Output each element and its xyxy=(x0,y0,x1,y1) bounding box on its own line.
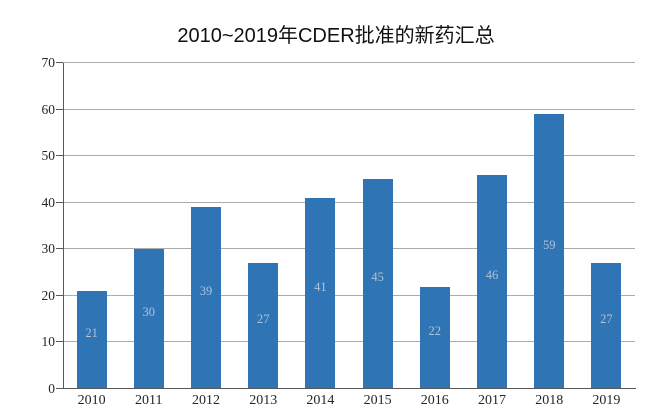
bar-value-label: 41 xyxy=(314,279,327,294)
bar-value-label: 59 xyxy=(542,237,556,252)
y-tick-mark xyxy=(56,388,63,389)
y-tick-mark xyxy=(56,341,63,343)
x-axis-tick-label: 2017 xyxy=(477,393,506,408)
bar-2015: 45 xyxy=(362,179,393,389)
y-axis-tick-label: 0 xyxy=(48,381,55,396)
x-axis-tick-label: 2013 xyxy=(249,393,278,408)
y-axis-tick-label: 50 xyxy=(41,148,56,164)
bar-2011: 30 xyxy=(133,249,164,389)
y-axis-tick-label: 70 xyxy=(41,55,56,70)
x-axis-tick-label: 2019 xyxy=(592,393,621,408)
bar-slot: 21 xyxy=(63,63,120,389)
bar-slot: 59 xyxy=(521,63,578,389)
y-tick-mark xyxy=(56,155,63,157)
y-tick-mark xyxy=(56,62,63,63)
x-axis-tick-label: 2014 xyxy=(306,393,335,408)
x-axis-tick-label: 2011 xyxy=(135,393,163,408)
bar-value-label: 27 xyxy=(256,312,270,327)
y-axis-spine xyxy=(63,63,64,389)
bar-slot: 30 xyxy=(120,63,177,389)
bar-2013: 27 xyxy=(248,263,279,389)
bar-value-label: 22 xyxy=(428,323,442,338)
y-tick-mark xyxy=(56,248,63,250)
y-axis-tick-label: 40 xyxy=(41,194,56,210)
gridline xyxy=(63,108,635,110)
y-tick-mark xyxy=(56,108,63,110)
y-axis-tick-label: 60 xyxy=(41,101,56,117)
x-axis-line xyxy=(63,388,636,389)
x-axis-tick-label: 2018 xyxy=(535,393,564,408)
chart-title: 2010~2019年CDER批准的新药汇总 xyxy=(177,25,495,47)
gridline xyxy=(63,155,635,157)
bar-value-label: 30 xyxy=(142,305,156,320)
gridline xyxy=(63,62,635,63)
bar-2014: 41 xyxy=(305,198,336,389)
bar-2016: 22 xyxy=(419,286,450,389)
x-axis-tick-label: 2015 xyxy=(363,393,392,408)
y-axis-tick-label: 30 xyxy=(41,241,56,257)
bar-2017: 46 xyxy=(476,174,507,389)
plot-area: 21 30 39 27 41 45 22 46 59 27 xyxy=(56,62,636,389)
y-axis-labels: 0 10 20 30 40 50 60 70 xyxy=(0,0,56,420)
bar-value-label: 45 xyxy=(371,270,384,285)
gridline xyxy=(63,201,635,203)
bar-value-label: 39 xyxy=(199,284,213,299)
bar-slot: 41 xyxy=(292,63,349,389)
y-axis-tick-label: 10 xyxy=(41,334,56,350)
bar-slot: 45 xyxy=(349,63,406,389)
y-tick-mark xyxy=(56,201,63,203)
bar-slot: 46 xyxy=(463,63,520,389)
bar-value-label: 46 xyxy=(485,267,499,282)
gridline xyxy=(63,294,635,296)
bar-value-label: 21 xyxy=(85,326,98,341)
bar-slot: 27 xyxy=(235,63,292,389)
y-tick-mark xyxy=(56,294,63,296)
bar-slot: 39 xyxy=(177,63,234,389)
y-axis-tick-label: 20 xyxy=(41,287,56,303)
gridline xyxy=(63,341,635,343)
x-axis-tick-label: 2012 xyxy=(191,393,220,408)
x-axis-tick-label: 2016 xyxy=(420,393,449,408)
bar-2019: 27 xyxy=(591,263,622,389)
bar-value-label: 27 xyxy=(600,312,613,327)
bar-2012: 39 xyxy=(190,207,221,389)
bar-2010: 21 xyxy=(76,291,107,389)
bar-slot: 22 xyxy=(406,63,463,389)
gridline xyxy=(63,248,635,250)
bar-slot: 27 xyxy=(578,63,635,389)
bar-2018: 59 xyxy=(534,114,565,389)
x-axis-tick-label: 2010 xyxy=(77,393,106,408)
